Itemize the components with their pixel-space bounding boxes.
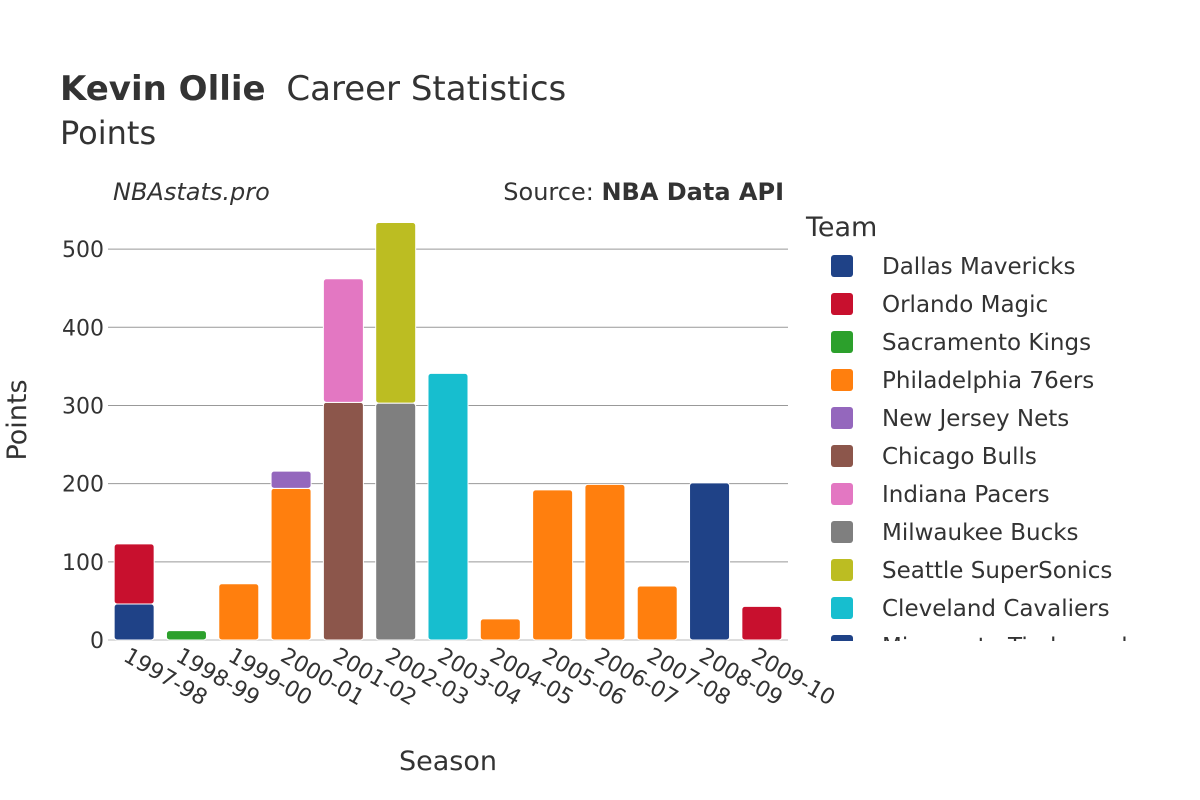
bar-segment (322, 278, 364, 403)
source-prefix: Source: (503, 178, 601, 206)
source-name: NBA Data API (601, 178, 784, 206)
y-tick-label: 100 (62, 551, 104, 576)
legend-item-label: Milwaukee Bucks (882, 520, 1079, 546)
chart-subtitle: Points (60, 114, 156, 152)
y-tick-label: 400 (62, 316, 104, 341)
chart-title: Kevin Ollie Career Statistics (60, 69, 566, 109)
legend-title: Team (805, 212, 877, 243)
legend-swatch (831, 483, 853, 505)
y-axis-ticks: 0 100 200 300 400 500 (62, 238, 104, 654)
legend-swatch (831, 293, 853, 315)
bar-segment (218, 583, 260, 641)
legend-swatch (831, 521, 853, 543)
legend-swatch (831, 445, 853, 467)
y-tick-label: 200 (62, 473, 104, 498)
bar-segment (375, 402, 417, 641)
bar-segment (322, 401, 364, 641)
title-rest: Career Statistics (286, 69, 566, 109)
legend-item-label: Seattle SuperSonics (882, 558, 1112, 584)
bar-segment (165, 630, 207, 641)
legend: Dallas Mavericks Orlando Magic Sacramento … (831, 254, 1167, 660)
y-tick-label: 300 (62, 394, 104, 419)
legend-item-label: Sacramento Kings (882, 330, 1091, 356)
legend-swatch (831, 635, 853, 641)
y-axis-label: Points (2, 379, 33, 460)
x-axis-label: Season (399, 746, 497, 777)
source-label: Source: NBA Data API (503, 178, 784, 206)
legend-item-label: Cleveland Cavaliers (882, 596, 1110, 622)
legend-item-label: Chicago Bulls (882, 444, 1037, 470)
bars (113, 222, 783, 641)
legend-swatch (831, 331, 853, 353)
legend-item-label: Indiana Pacers (882, 482, 1050, 508)
legend-item-label: Minnesota Timberwolves (882, 634, 1167, 660)
bar-segment (113, 603, 155, 641)
x-axis-ticks: 1997-981998-991999-002000-012001-022002-… (119, 644, 839, 712)
bar-segment (427, 372, 469, 641)
bar-segment (479, 618, 521, 641)
legend-item-label: Dallas Mavericks (882, 254, 1075, 280)
bar-segment (270, 470, 312, 489)
bar-segment (532, 489, 574, 641)
bar-segment (584, 483, 626, 641)
watermark: NBAstats.pro (113, 178, 270, 206)
y-tick-label: 0 (90, 629, 104, 654)
bar-segment (113, 543, 155, 605)
legend-swatch (831, 369, 853, 391)
legend-swatch (831, 407, 853, 429)
bar-segment (689, 482, 731, 641)
player-name: Kevin Ollie (60, 69, 266, 109)
legend-swatch (831, 255, 853, 277)
bar-segment (741, 605, 783, 641)
legend-swatch (831, 559, 853, 581)
bar-segment (270, 487, 312, 641)
bar-segment (375, 222, 417, 404)
legend-swatch (831, 597, 853, 619)
legend-item-label: New Jersey Nets (882, 406, 1069, 432)
legend-item-label: Philadelphia 76ers (882, 368, 1094, 394)
legend-item-label: Orlando Magic (882, 292, 1048, 318)
bar-segment (636, 585, 678, 641)
y-tick-label: 500 (62, 238, 104, 263)
